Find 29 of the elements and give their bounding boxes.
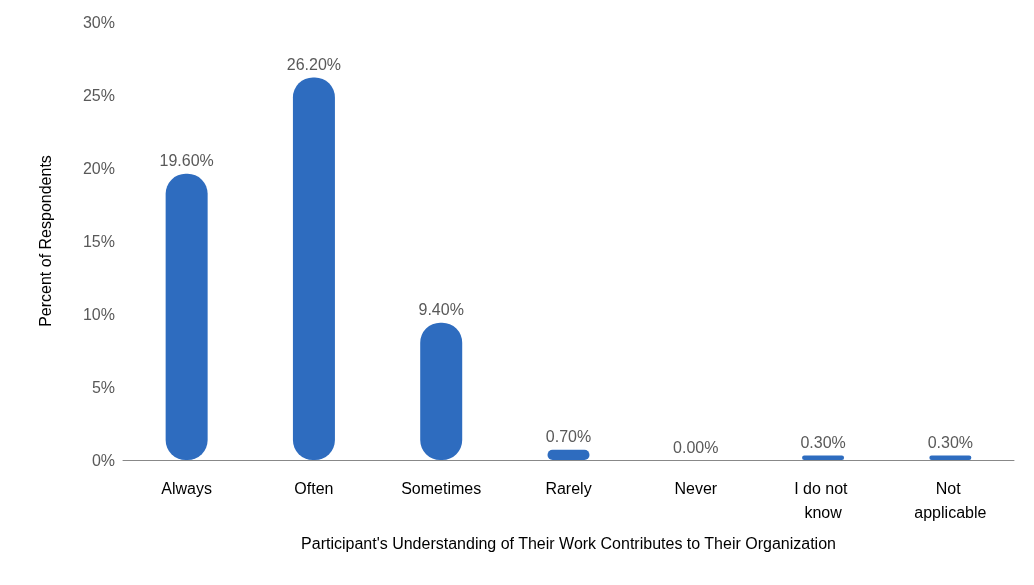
x-tick-label: Always	[161, 479, 212, 497]
bar	[420, 322, 463, 460]
y-tick-label: 0%	[91, 451, 115, 469]
x-tick-label: Often	[294, 479, 334, 497]
y-tick-label: 25%	[82, 86, 115, 104]
data-label: 0.30%	[927, 434, 974, 452]
x-tick-label: Never	[674, 479, 718, 497]
data-label: 26.20%	[286, 55, 342, 73]
y-tick-label: 10%	[82, 305, 115, 323]
y-axis-title: Percent of Respondents	[36, 155, 54, 327]
x-axis-title: Participant's Understanding of Their Work Contributes to Their Organization	[301, 534, 836, 552]
data-label: 19.60%	[159, 152, 214, 170]
data-label: 0.70%	[545, 428, 592, 446]
bar	[929, 455, 972, 460]
x-tick-label: I do not know	[794, 479, 852, 521]
x-tick-label: Not applicable	[914, 479, 987, 521]
bar	[802, 455, 845, 460]
data-label: 9.40%	[418, 301, 464, 319]
y-tick-label: 30%	[82, 13, 115, 31]
y-tick-label: 5%	[91, 378, 115, 396]
x-tick-label: Rarely	[545, 479, 592, 497]
bar	[547, 449, 590, 460]
x-tick-label: Sometimes	[401, 479, 482, 497]
bar	[165, 173, 208, 460]
y-tick-label: 15%	[82, 232, 115, 250]
bar	[292, 77, 335, 460]
y-tick-label: 20%	[82, 159, 115, 177]
data-label: 0.30%	[800, 434, 846, 452]
data-label: 0.00%	[673, 438, 719, 456]
